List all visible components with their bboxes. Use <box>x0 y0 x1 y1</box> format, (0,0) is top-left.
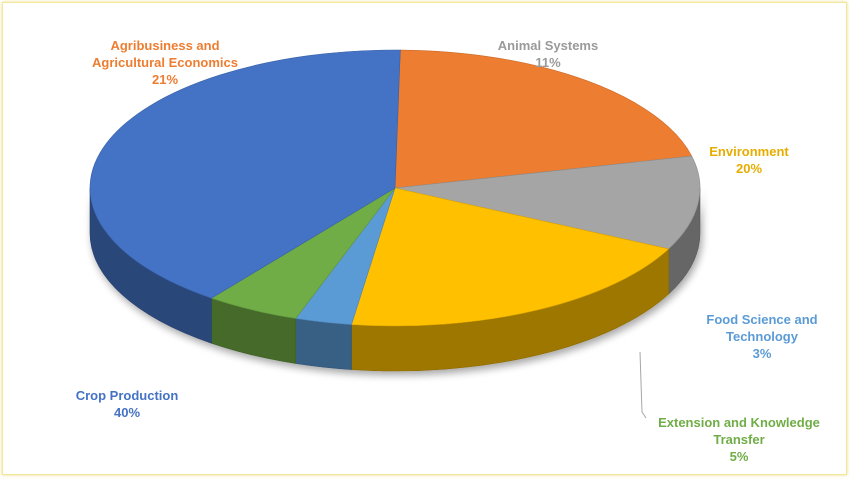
category-label-food-science-and-technology: Technology <box>726 329 799 344</box>
category-label-agribusiness-and-agricultural-economics: Agribusiness and <box>110 38 219 53</box>
category-label-food-science-and-technology: Food Science and <box>706 312 817 327</box>
value-label-agribusiness-and-agricultural-economics: 21% <box>152 72 178 87</box>
pie-tops <box>89 49 701 327</box>
value-label-food-science-and-technology: 3% <box>753 346 772 361</box>
value-label-extension-and-knowledge-transfer: 5% <box>730 449 749 464</box>
pie-side-food-science-and-technology <box>295 318 352 370</box>
pie-slice-crop-production <box>89 49 401 299</box>
category-label-crop-production: Crop Production <box>76 388 179 403</box>
pie-slice-animal-systems <box>394 155 701 250</box>
pie-sides <box>89 187 701 372</box>
leader-line-extension <box>639 351 647 419</box>
category-label-environment: Environment <box>709 144 789 159</box>
category-label-animal-systems: Animal Systems <box>498 38 598 53</box>
category-label-extension-and-knowledge-transfer: Extension and Knowledge <box>658 415 820 430</box>
pie-slice-agribusiness-and-agricultural-economics <box>394 49 693 189</box>
value-label-environment: 20% <box>736 161 762 176</box>
value-label-crop-production: 40% <box>114 405 140 420</box>
category-label-extension-and-knowledge-transfer: Transfer <box>713 432 764 447</box>
data-labels: Agribusiness and Agricultural Economics 21… <box>76 38 820 464</box>
value-label-animal-systems: 11% <box>535 55 561 70</box>
pie-slice-environment <box>351 187 670 327</box>
category-label-agribusiness-and-agricultural-economics: Agricultural Economics <box>92 55 238 70</box>
leader-lines <box>639 351 647 419</box>
